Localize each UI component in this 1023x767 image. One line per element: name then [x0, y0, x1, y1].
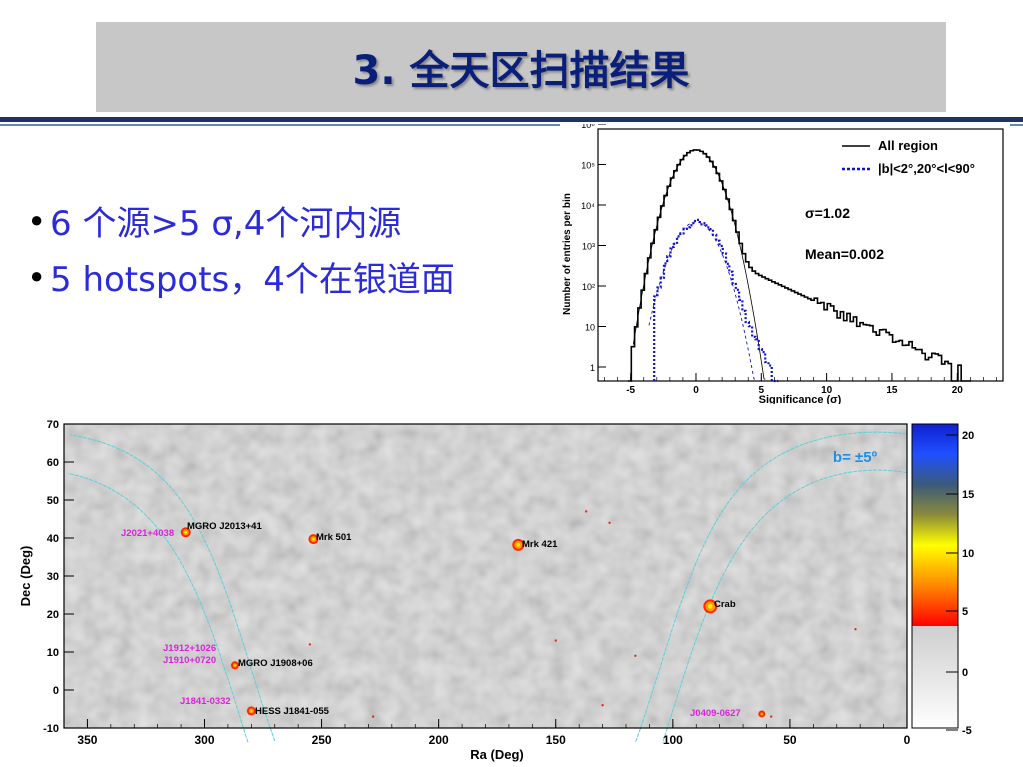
- plane-region-fit-curve: [648, 221, 755, 380]
- source-label: MGRO J1908+06: [238, 658, 313, 669]
- sky-x-tick-label: 150: [546, 733, 566, 747]
- sky-x-label: Ra (Deg): [470, 747, 523, 762]
- source-label: J1912+1026: [163, 643, 216, 654]
- sky-y-tick-label: 40: [47, 533, 59, 545]
- faint-spot: [601, 704, 604, 707]
- hist-y-tick-label: 10³: [582, 242, 595, 252]
- sky-x-tick-label: 250: [312, 733, 332, 747]
- bullet-text: 5 hotspots，4个在银道面: [50, 259, 455, 300]
- hist-y-tick-label: 10²: [582, 282, 595, 292]
- hist-x-tick-label: 10: [821, 385, 833, 396]
- hist-x-tick-label: 0: [693, 385, 699, 396]
- source-label: J2021+4038: [121, 528, 174, 539]
- legend-plane-region: |b|<2°,20°<l<90°: [878, 161, 975, 176]
- faint-spot: [554, 639, 557, 642]
- hist-x-tick-label: 15: [886, 385, 898, 396]
- faint-spot: [608, 521, 611, 524]
- faint-spot: [584, 510, 588, 513]
- colorbar-tick-label: 0: [962, 667, 968, 679]
- plane-region-curve: [653, 218, 779, 383]
- source-label: Mrk 501: [316, 532, 352, 543]
- source-label: J0409-0627: [690, 708, 741, 719]
- sky-y-tick-label: 50: [47, 495, 59, 507]
- faint-spot: [854, 628, 857, 631]
- bullet-item: ● 6 个源>5 σ,4个河内源: [30, 192, 455, 248]
- source-label: J1910+0720: [163, 655, 216, 666]
- bullet-list: ● 6 个源>5 σ,4个河内源 ● 5 hotspots，4个在银道面: [30, 192, 455, 304]
- band-label: b= ±5º: [833, 449, 878, 466]
- source-label: MGRO J2013+41: [187, 521, 262, 532]
- faint-spot: [371, 715, 375, 718]
- colorbar: 20 15 10 5 0 -5: [911, 423, 974, 737]
- colorbar-tick-label: 15: [962, 489, 974, 501]
- sky-y-tick-label: 0: [53, 685, 59, 697]
- hist-y-tick-label: 10: [585, 323, 595, 333]
- sky-x-tick-label: 100: [663, 733, 683, 747]
- title-rule-thin: [0, 124, 1023, 126]
- hist-y-tick-label: 10⁴: [581, 201, 595, 211]
- title-banner: 3. 全天区扫描结果: [96, 22, 946, 112]
- source-label: J1841-0332: [180, 696, 231, 707]
- all-region-fit-curve: [632, 149, 766, 380]
- faint-spot: [634, 654, 637, 657]
- hist-x-tick-label: 5: [759, 385, 765, 396]
- galactic-plane-band-line: [635, 431, 908, 742]
- galactic-plane-band-line: [67, 473, 249, 743]
- source-blob-peak: [234, 664, 236, 667]
- source-label: HESS J1841-055: [255, 706, 330, 717]
- slide-title: 3. 全天区扫描结果: [352, 48, 690, 94]
- hist-x-tick-label: -5: [626, 385, 635, 396]
- source-blob-peak: [761, 713, 763, 715]
- sky-y-tick-label: 70: [47, 419, 59, 431]
- colorbar-tick-label: 10: [962, 548, 974, 560]
- bullet-dot-icon: ●: [30, 207, 44, 232]
- source-blob-peak: [250, 709, 253, 713]
- source-blob-peak: [312, 537, 315, 541]
- galactic-plane-band-line: [662, 469, 907, 743]
- sky-x-tick-label: 300: [194, 733, 214, 747]
- sky-y-tick-label: -10: [43, 723, 59, 735]
- sky-map: MGRO J2013+41 J2021+4038 Mrk 501 Mrk 421 Cra…: [18, 419, 974, 762]
- hist-x-label: Significance (σ): [759, 394, 842, 404]
- sky-y-tick-label: 10: [47, 647, 59, 659]
- annotation-mean: Mean=0.002: [805, 246, 884, 262]
- sky-x-tick-label: 200: [429, 733, 449, 747]
- source-label: Mrk 421: [522, 539, 558, 550]
- source-blob-peak: [708, 604, 713, 609]
- bullet-text: 6 个源>5 σ,4个河内源: [50, 203, 402, 244]
- sky-x-tick-label: 0: [904, 733, 911, 747]
- hist-y-tick-label: 10⁵: [581, 161, 595, 171]
- significance-histogram: -5 0 5 10 15 20 10⁶ 10⁵ 10⁴ 10³ 10² 10 1 All region …: [560, 124, 1010, 404]
- colorbar-tick-label: 5: [962, 606, 968, 618]
- legend: All region |b|<2°,20°<l<90°: [842, 138, 975, 176]
- hist-x-tick-label: 20: [952, 385, 964, 396]
- bullet-item: ● 5 hotspots，4个在银道面: [30, 248, 455, 304]
- hist-y-tick-label: 10⁶: [581, 124, 595, 130]
- sky-x-tick-label: 350: [77, 733, 97, 747]
- sky-y-label: Dec (Deg): [18, 546, 33, 607]
- sky-x-tick-label: 50: [783, 733, 797, 747]
- title-rule: [0, 117, 1023, 122]
- faint-spot: [769, 715, 773, 718]
- source-blob-peak: [184, 530, 188, 534]
- hist-y-label: Number of entries per bin: [562, 193, 573, 315]
- hist-y-tick-label: 1: [590, 363, 595, 373]
- faint-spot: [308, 643, 312, 646]
- sky-y-tick-label: 30: [47, 571, 59, 583]
- colorbar-tick-label: -5: [962, 725, 972, 737]
- legend-all-region: All region: [878, 138, 938, 153]
- sky-y-tick-label: 60: [47, 457, 59, 469]
- sky-y-tick-label: 20: [47, 609, 59, 621]
- source-label: Crab: [714, 599, 736, 610]
- galactic-plane-band-line: [69, 434, 276, 742]
- annotation-sigma: σ=1.02: [805, 205, 850, 221]
- source-blob-peak: [516, 543, 521, 547]
- colorbar-tick-label: 20: [962, 430, 974, 442]
- bullet-dot-icon: ●: [30, 263, 44, 288]
